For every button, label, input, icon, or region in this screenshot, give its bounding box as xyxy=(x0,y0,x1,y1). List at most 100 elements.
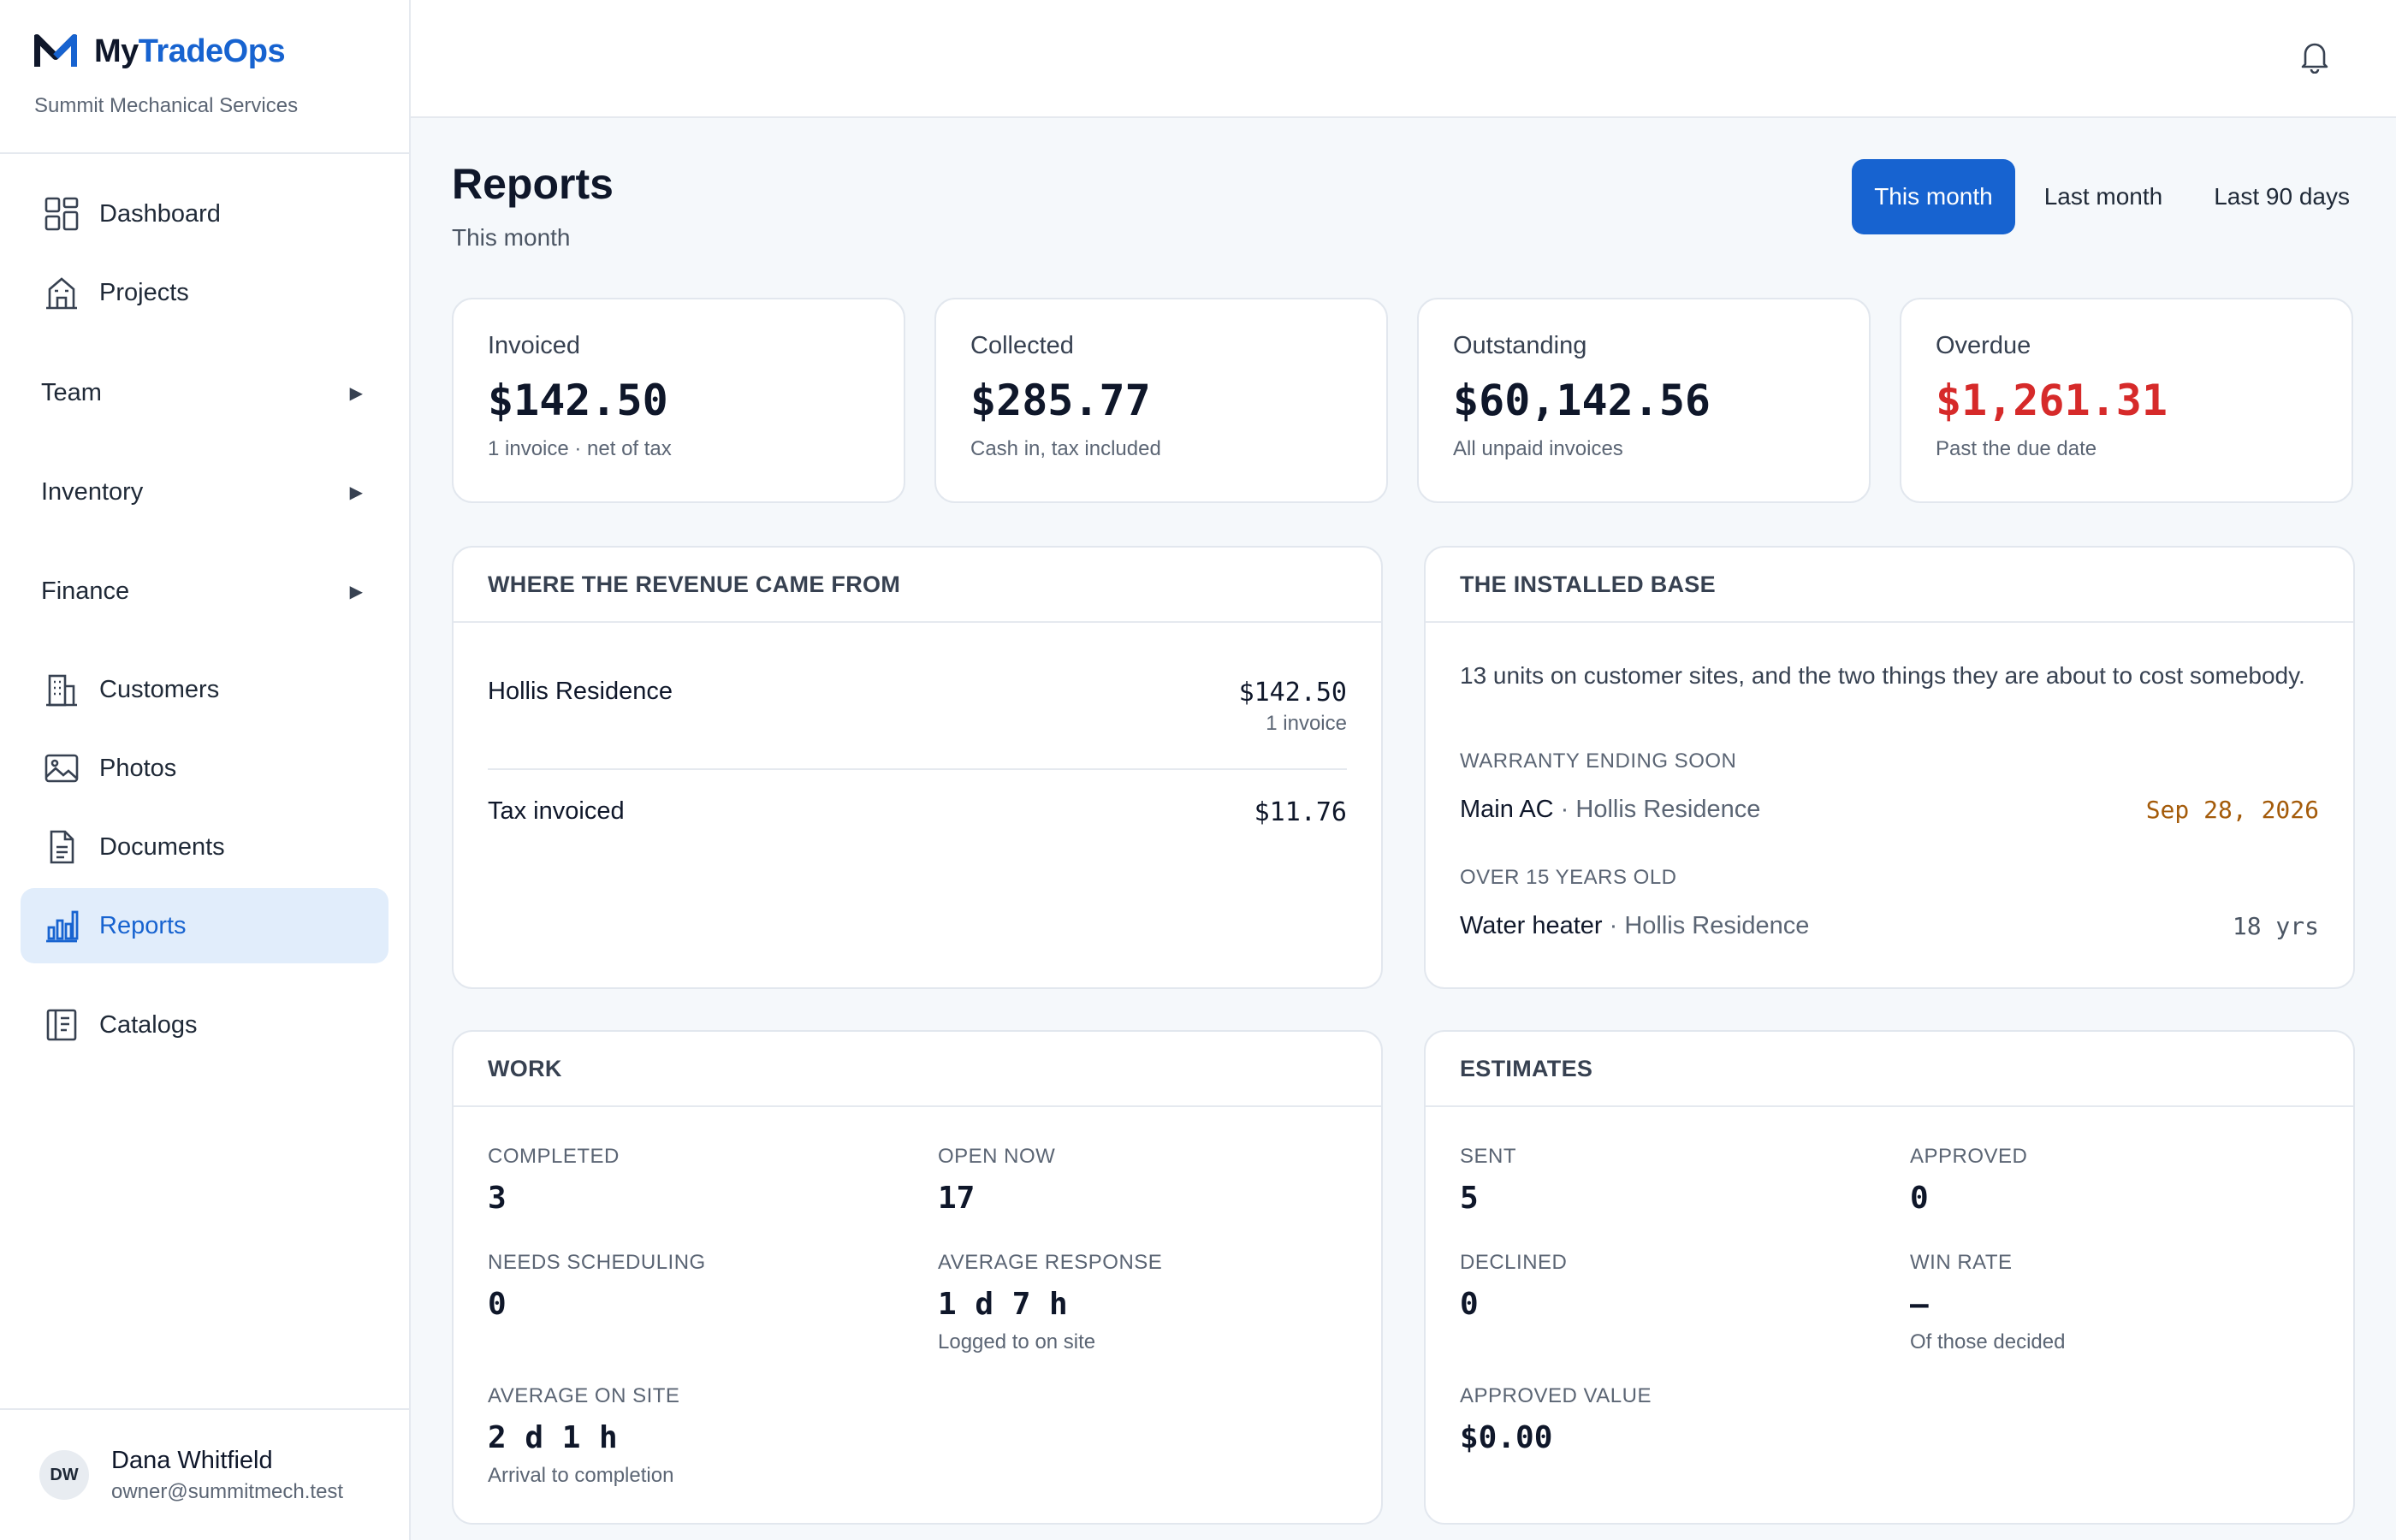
separator: · xyxy=(1553,796,1576,823)
stat-value: 0 xyxy=(1910,1181,1929,1216)
sidebar-group-finance[interactable]: Finance ▶ xyxy=(21,561,388,621)
sidebar-item-dashboard[interactable]: Dashboard xyxy=(21,176,388,252)
sidebar-item-customers[interactable]: Customers xyxy=(21,652,388,727)
revenue-source-name: Tax invoiced xyxy=(488,797,625,825)
app-name[interactable]: MyTradeOps xyxy=(94,33,286,70)
stat-label: COMPLETED xyxy=(488,1145,620,1168)
page-title: Reports xyxy=(452,160,614,208)
brand-area: MyTradeOps Summit Mechanical Services xyxy=(0,0,409,154)
installed-base-description: 13 units on customer sites, and the two … xyxy=(1460,662,2305,689)
kpi-label: Invoiced xyxy=(488,332,581,359)
logo-icon xyxy=(34,34,77,67)
user-email: owner@summitmech.test xyxy=(111,1479,344,1503)
top-bar xyxy=(411,0,2396,118)
kpi-card-collected: Collected $285.77 Cash in, tax included xyxy=(934,298,1388,503)
stat-label: APPROVED xyxy=(1910,1145,2028,1168)
stat-value: — xyxy=(1910,1287,1929,1322)
bell-icon[interactable] xyxy=(2298,39,2331,74)
sidebar-item-label: Documents xyxy=(99,832,225,861)
range-last-90-days-button[interactable]: Last 90 days xyxy=(2214,183,2350,210)
panel-title: ESTIMATES xyxy=(1426,1032,2353,1107)
stat-approved: APPROVED 0 xyxy=(1910,1145,2027,1216)
sidebar-item-label: Photos xyxy=(99,754,177,782)
sidebar-item-label: Reports xyxy=(99,911,187,939)
range-last-month-button[interactable]: Last month xyxy=(2043,183,2163,210)
bar-chart-icon xyxy=(46,910,79,943)
panel-title: WHERE THE REVENUE CAME FROM xyxy=(454,548,1381,623)
revenue-source-name: Hollis Residence xyxy=(488,678,673,705)
stat-value: 1 d 7 h xyxy=(938,1287,1068,1322)
book-icon xyxy=(46,1009,77,1041)
sidebar-group-label: Finance xyxy=(41,577,130,605)
warranty-heading: WARRANTY ENDING SOON xyxy=(1460,749,1737,773)
stat-label: NEEDS SCHEDULING xyxy=(488,1251,706,1274)
sidebar-item-reports[interactable]: Reports xyxy=(21,888,388,963)
kpi-label: Outstanding xyxy=(1453,332,1587,359)
stat-value: 0 xyxy=(488,1287,507,1322)
user-profile[interactable]: DW Dana Whitfield owner@summitmech.test xyxy=(0,1408,409,1540)
sidebar-item-projects[interactable]: Projects xyxy=(21,255,388,330)
equipment-site: Hollis Residence xyxy=(1575,796,1761,823)
stat-sent: SENT 5 xyxy=(1460,1145,1516,1216)
stat-label: SENT xyxy=(1460,1145,1517,1168)
work-panel: WORK COMPLETED 3 OPEN NOW 17 NEEDS SCHED… xyxy=(452,1030,1383,1525)
panel-title: WORK xyxy=(454,1032,1381,1107)
equipment-name: Main AC xyxy=(1460,796,1554,823)
dashboard-grid-icon xyxy=(44,197,79,231)
chevron-right-icon: ▶ xyxy=(349,483,363,502)
installed-base-panel: THE INSTALLED BASE 13 units on customer … xyxy=(1424,546,2355,989)
stat-value: 5 xyxy=(1460,1181,1479,1216)
kpi-value: $285.77 xyxy=(970,376,1151,425)
kpi-sub: All unpaid invoices xyxy=(1453,437,1623,460)
warranty-date: Sep 28, 2026 xyxy=(2145,796,2319,824)
stat-open-now: OPEN NOW 17 xyxy=(938,1145,1055,1216)
equipment-name: Water heater xyxy=(1460,912,1603,939)
stat-average-on-site: AVERAGE ON SITE 2 d 1 h Arrival to compl… xyxy=(488,1384,679,1488)
estimates-panel: ESTIMATES SENT 5 APPROVED 0 DECLINED 0 W… xyxy=(1424,1030,2355,1525)
image-icon xyxy=(44,754,79,783)
kpi-value: $60,142.56 xyxy=(1453,376,1711,425)
sidebar: MyTradeOps Summit Mechanical Services Da… xyxy=(0,0,411,1540)
kpi-sub: 1 invoice · net of tax xyxy=(488,437,672,460)
stat-label: APPROVED VALUE xyxy=(1460,1384,1652,1407)
document-icon xyxy=(50,830,74,864)
stat-label: DECLINED xyxy=(1460,1251,1568,1274)
stat-value: 17 xyxy=(938,1181,976,1216)
range-this-month-button[interactable]: This month xyxy=(1852,159,2015,234)
divider xyxy=(488,768,1347,770)
stat-label: AVERAGE ON SITE xyxy=(488,1384,680,1407)
revenue-row: Hollis Residence $142.50 1 invoice xyxy=(488,678,1347,735)
stat-note: Logged to on site xyxy=(938,1330,1096,1353)
sidebar-item-photos[interactable]: Photos xyxy=(21,731,388,806)
stat-average-response: AVERAGE RESPONSE 1 d 7 h Logged to on si… xyxy=(938,1251,1162,1354)
age-row[interactable]: Water heater · Hollis Residence 18 yrs xyxy=(1460,912,2319,940)
stat-win-rate: WIN RATE — Of those decided xyxy=(1910,1251,2065,1354)
stat-label: OPEN NOW xyxy=(938,1145,1056,1168)
warranty-row[interactable]: Main AC · Hollis Residence Sep 28, 2026 xyxy=(1460,796,2319,824)
panel-title: THE INSTALLED BASE xyxy=(1426,548,2353,623)
kpi-label: Collected xyxy=(970,332,1074,359)
age-heading: OVER 15 YEARS OLD xyxy=(1460,866,1677,889)
equipment-age: 18 yrs xyxy=(2232,912,2319,940)
app-name-part1: My xyxy=(94,33,139,69)
sidebar-group-inventory[interactable]: Inventory ▶ xyxy=(21,462,388,522)
office-building-icon xyxy=(46,674,77,707)
avatar: DW xyxy=(39,1450,89,1500)
sidebar-group-team[interactable]: Team ▶ xyxy=(21,363,388,423)
page-subtitle: This month xyxy=(452,224,571,251)
sidebar-group-label: Team xyxy=(41,378,102,406)
stat-needs-scheduling: NEEDS SCHEDULING 0 xyxy=(488,1251,706,1322)
sidebar-item-documents[interactable]: Documents xyxy=(21,809,388,885)
revenue-amount: $11.76 xyxy=(1254,797,1347,827)
sidebar-item-label: Projects xyxy=(99,278,189,306)
revenue-sub: 1 invoice xyxy=(1266,712,1347,735)
company-name: Summit Mechanical Services xyxy=(34,94,299,117)
chevron-right-icon: ▶ xyxy=(349,582,363,601)
sidebar-item-catalogs[interactable]: Catalogs xyxy=(21,987,388,1063)
app-name-part2: TradeOps xyxy=(138,33,286,69)
kpi-card-invoiced: Invoiced $142.50 1 invoice · net of tax xyxy=(452,298,905,503)
stat-completed: COMPLETED 3 xyxy=(488,1145,620,1216)
stat-label: AVERAGE RESPONSE xyxy=(938,1251,1163,1274)
sidebar-item-label: Catalogs xyxy=(99,1010,198,1039)
kpi-sub: Cash in, tax included xyxy=(970,437,1161,460)
